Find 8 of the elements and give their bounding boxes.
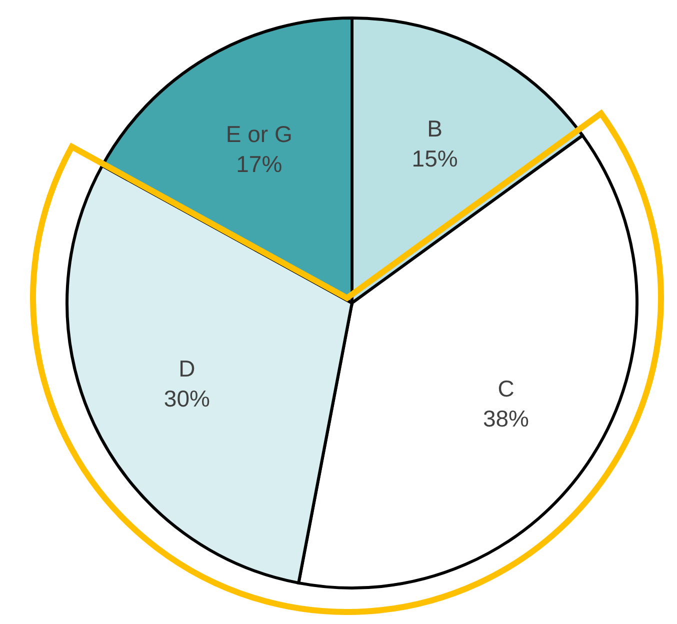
data-label: 30% (164, 386, 210, 412)
slice-label: C (498, 376, 514, 402)
data-label: 15% (412, 145, 458, 172)
data-label: 38% (482, 406, 530, 432)
slice-label: B (427, 115, 442, 142)
slice-label: E or G (226, 121, 292, 147)
data-label: 17% (236, 151, 282, 177)
slice-label: D (178, 356, 196, 382)
